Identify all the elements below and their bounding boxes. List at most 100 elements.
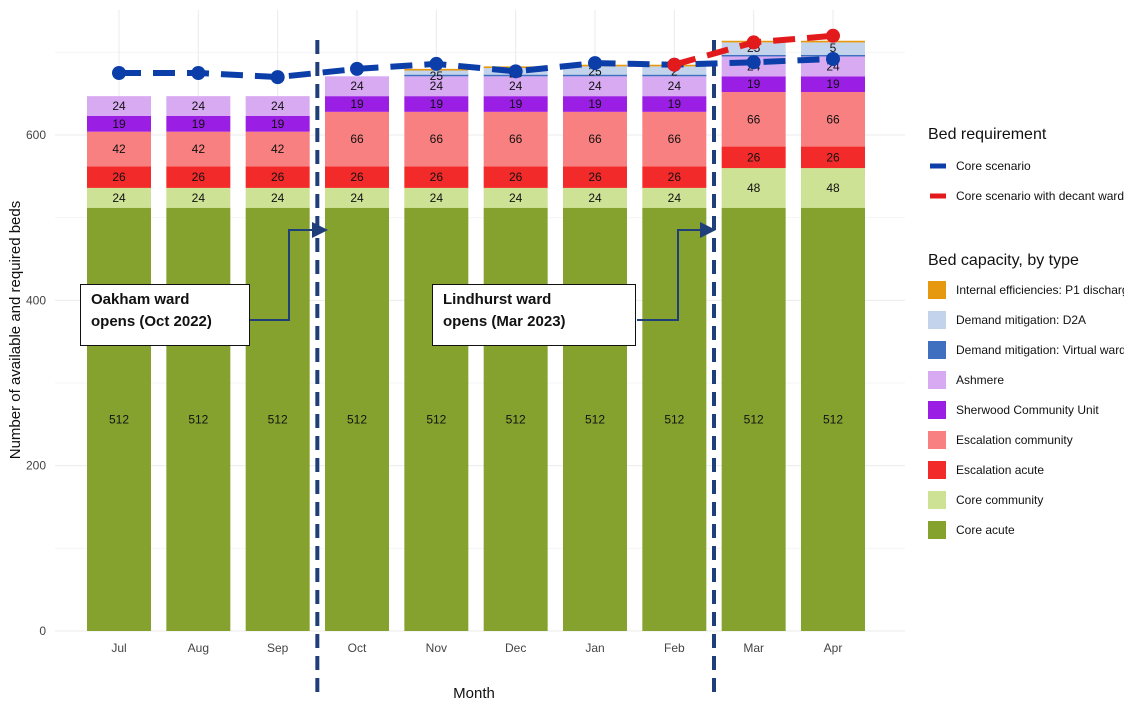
bar-label: 512: [823, 412, 843, 426]
bar-core-community: [563, 187, 627, 208]
bar-label: 24: [350, 191, 364, 205]
bar-label: 19: [112, 117, 126, 131]
x-tick-label: Mar: [743, 641, 764, 655]
annotation-oakham: Oakham ward opens (Oct 2022): [80, 284, 250, 346]
bar-label: 24: [350, 79, 364, 93]
point-core-scenario-with-decant-ward: [826, 28, 840, 43]
legend-label-demand-mitigation-d2a: Demand mitigation: D2A: [956, 313, 1086, 327]
bar-escalation-acute: [801, 146, 865, 169]
bar-top-label: 25: [430, 69, 444, 83]
y-tick-label: 400: [26, 293, 46, 307]
bar-ashmere: [87, 96, 151, 116]
legend-bed-requirement: Bed requirement Core scenario Core scenar…: [928, 126, 1124, 203]
bar-ashmere: [166, 96, 231, 116]
bar-sherwood-community-unit: [801, 76, 865, 93]
annotation-arrows: [250, 222, 716, 321]
legend-label-ashmere: Ashmere: [956, 373, 1004, 387]
bar-label: 19: [430, 97, 444, 111]
x-tick-label: Jul: [111, 641, 126, 655]
legend-swatch-escalation-acute: [928, 461, 946, 479]
bar-escalation-community: [404, 111, 469, 167]
bar-demand-mitigation-virtual-wards: [404, 74, 469, 77]
bar-escalation-acute: [87, 166, 151, 188]
y-tick-label: 200: [26, 459, 46, 473]
bar-escalation-community: [87, 131, 151, 167]
bar-label: 24: [588, 79, 602, 93]
bar-sherwood-community-unit: [721, 76, 786, 93]
bar-label: 19: [192, 117, 206, 131]
bar-label: 24: [509, 191, 523, 205]
bar-label: 26: [588, 170, 602, 184]
legend-bed-capacity-title: Bed capacity, by type: [928, 252, 1079, 269]
bar-escalation-community: [483, 111, 548, 167]
bar-core-community: [245, 187, 310, 208]
bar-label: 19: [509, 97, 523, 111]
x-tick-label: Oct: [348, 641, 367, 655]
bar-label: 19: [826, 77, 840, 91]
bar-label: 24: [192, 99, 206, 113]
bar-label: 48: [826, 181, 840, 195]
bar-label: 19: [588, 97, 602, 111]
bar-label: 42: [192, 142, 206, 156]
bar-label: 42: [271, 142, 285, 156]
bar-core-community: [483, 187, 548, 208]
bar-demand-mitigation-d2a: [801, 42, 865, 55]
bar-core-acute: [166, 207, 231, 631]
x-axis-title: Month: [453, 685, 495, 702]
legend-label-demand-mitigation-virtual-wards: Demand mitigation: Virtual wards: [956, 343, 1124, 357]
point-core-scenario: [191, 66, 206, 80]
point-core-scenario: [112, 66, 126, 80]
bar-escalation-community: [245, 131, 310, 167]
bar-label: 24: [588, 191, 602, 205]
bar-core-community: [642, 187, 707, 208]
bar-escalation-acute: [166, 166, 231, 188]
annotation-lindhurst-line2: opens (Mar 2023): [443, 313, 566, 330]
bar-label: 512: [506, 412, 526, 426]
legend-label-escalation-acute: Escalation acute: [956, 463, 1044, 477]
bar-label: 66: [588, 132, 602, 146]
bar-sherwood-community-unit: [404, 96, 469, 112]
x-tick-label: Dec: [505, 641, 526, 655]
legend-swatch-demand-mitigation-d2a: [928, 311, 946, 329]
annotation-lindhurst: Lindhurst ward opens (Mar 2023): [432, 284, 636, 346]
line-core-scenario: [119, 55, 834, 81]
legend-label-core-scenario: Core scenario: [956, 159, 1031, 173]
axes: 0 200 400 600 Jul Aug Sep Oct Nov Dec Jan Feb Mar Apr: [26, 128, 842, 655]
bar-core-community: [721, 168, 786, 208]
bar-escalation-acute: [563, 166, 627, 188]
bar-core-acute: [404, 207, 469, 631]
bar-label: 24: [271, 99, 285, 113]
bar-label: 66: [509, 132, 523, 146]
point-core-scenario: [746, 55, 761, 70]
arrow-oakham: [250, 222, 328, 321]
annotation-oakham-line2: opens (Oct 2022): [91, 313, 212, 330]
bar-label: 512: [188, 412, 208, 426]
bar-label: 26: [350, 170, 364, 184]
bar-label: 24: [112, 99, 126, 113]
bar-core-community: [801, 168, 865, 208]
bar-label: 512: [426, 412, 446, 426]
annotation-lindhurst-line1: Lindhurst ward: [443, 291, 552, 308]
x-tick-label: Feb: [664, 641, 685, 655]
bar-label: 24: [430, 79, 444, 93]
bar-label: 48: [747, 181, 761, 195]
requirement-lines: [112, 28, 840, 85]
bar-sherwood-community-unit: [563, 96, 627, 112]
point-core-scenario-with-decant-ward: [746, 35, 761, 50]
bar-demand-mitigation-virtual-wards: [642, 74, 707, 77]
bar-label: 19: [350, 97, 364, 111]
bar-label: 26: [747, 150, 761, 164]
bar-top-label: 5: [830, 41, 837, 55]
bar-label: 24: [192, 191, 206, 205]
bar-label: 66: [747, 112, 761, 126]
bar-label: 19: [668, 97, 682, 111]
legend-bed-requirement-title: Bed requirement: [928, 126, 1047, 143]
point-core-scenario: [508, 64, 523, 79]
legend-swatch-escalation-community: [928, 431, 946, 449]
bar-label: 19: [271, 117, 285, 131]
bar-label: 42: [112, 142, 126, 156]
bar-label: 26: [192, 170, 206, 184]
annotation-oakham-line1: Oakham ward: [91, 291, 190, 308]
point-core-scenario: [588, 56, 602, 71]
